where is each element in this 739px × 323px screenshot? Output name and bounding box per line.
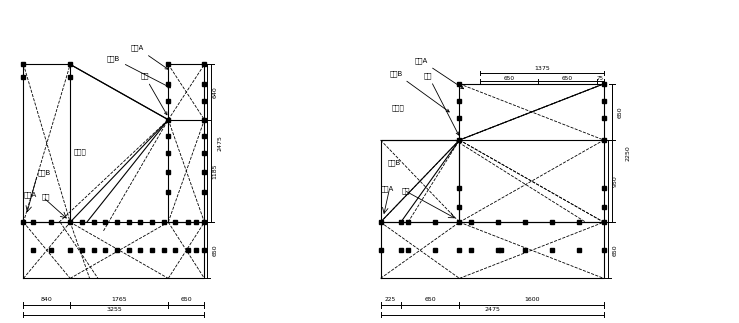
Text: 650: 650 (562, 76, 573, 81)
Text: 2475: 2475 (217, 135, 222, 151)
Text: 桁架B: 桁架B (38, 170, 51, 176)
Text: 75: 75 (597, 76, 604, 81)
Text: 斜拉杆: 斜拉杆 (392, 105, 404, 111)
Text: 650: 650 (180, 297, 192, 302)
Text: 斜拉杆: 斜拉杆 (73, 148, 86, 155)
Text: 吊点: 吊点 (140, 72, 167, 115)
Text: 650: 650 (213, 245, 217, 256)
Text: 3255: 3255 (106, 307, 122, 312)
Text: 桁架B: 桁架B (389, 70, 449, 112)
Text: 桁架B: 桁架B (107, 55, 171, 88)
Text: 桁架A: 桁架A (381, 185, 394, 192)
Text: 225: 225 (385, 297, 396, 302)
Text: 650: 650 (503, 76, 514, 81)
Text: 2250: 2250 (625, 145, 630, 161)
Text: 桁架A: 桁架A (131, 45, 168, 69)
Text: 650: 650 (424, 297, 436, 302)
Text: 桁架A: 桁架A (415, 57, 463, 89)
Text: 1375: 1375 (534, 66, 550, 71)
Text: 1765: 1765 (112, 297, 127, 302)
Text: 1600: 1600 (524, 297, 539, 302)
Text: 桁架A: 桁架A (24, 191, 37, 198)
Text: 650: 650 (618, 106, 623, 118)
Text: 840: 840 (41, 297, 52, 302)
Text: 640: 640 (213, 86, 217, 98)
Text: 吊点: 吊点 (401, 187, 410, 193)
Text: 1185: 1185 (213, 163, 217, 179)
Text: 2475: 2475 (484, 307, 500, 312)
Text: 桁架B: 桁架B (388, 159, 401, 166)
Text: 950: 950 (613, 175, 618, 187)
Text: 吊点: 吊点 (424, 72, 459, 135)
Text: 吊点: 吊点 (41, 193, 50, 200)
Text: 650: 650 (613, 245, 618, 256)
